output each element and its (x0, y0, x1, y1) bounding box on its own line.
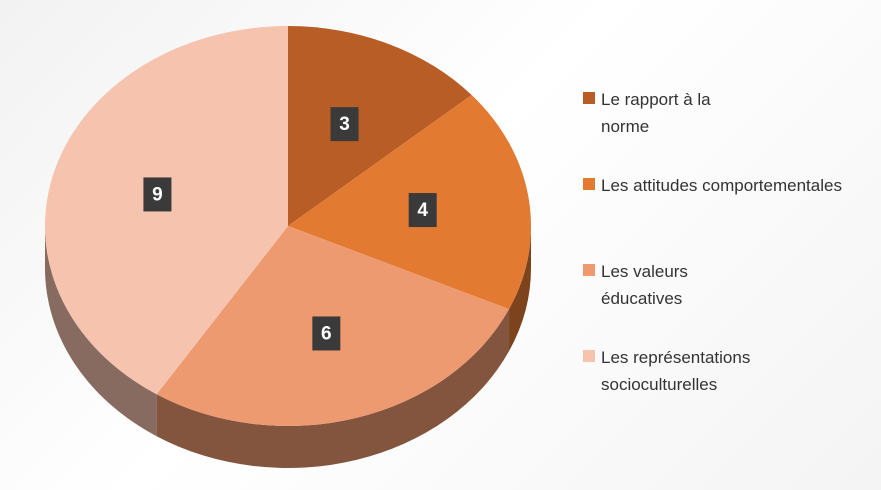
legend-item: Les représentations socioculturelles (583, 344, 881, 430)
legend-swatch (583, 178, 595, 190)
data-label-box (330, 107, 359, 142)
pie-side (156, 309, 510, 468)
legend-label: Le rapport à la norme (601, 90, 711, 136)
legend-item: Les attitudes comportementales (583, 172, 881, 258)
legend-label: Les représentations socioculturelles (601, 348, 751, 394)
pie-slice (288, 26, 472, 226)
pie-side (509, 226, 531, 352)
legend-item: Le rapport à la norme (583, 86, 881, 172)
data-label-box (143, 177, 172, 212)
data-label-box (312, 316, 341, 351)
pie-side (45, 226, 157, 437)
legend-label: Les valeurs éducatives (601, 262, 688, 308)
legend-label: Les attitudes comportementales (601, 176, 842, 195)
legend-item: Les valeurs éducatives (583, 258, 881, 344)
data-label: 9 (152, 184, 163, 205)
legend: Le rapport à la norme Les attitudes compo… (583, 86, 881, 430)
data-label: 6 (321, 323, 332, 344)
legend-swatch (583, 92, 595, 104)
legend-swatch (583, 264, 595, 276)
data-label-box (408, 193, 437, 228)
data-label: 4 (417, 200, 428, 221)
legend-swatch (583, 350, 595, 362)
data-label: 3 (339, 114, 350, 135)
